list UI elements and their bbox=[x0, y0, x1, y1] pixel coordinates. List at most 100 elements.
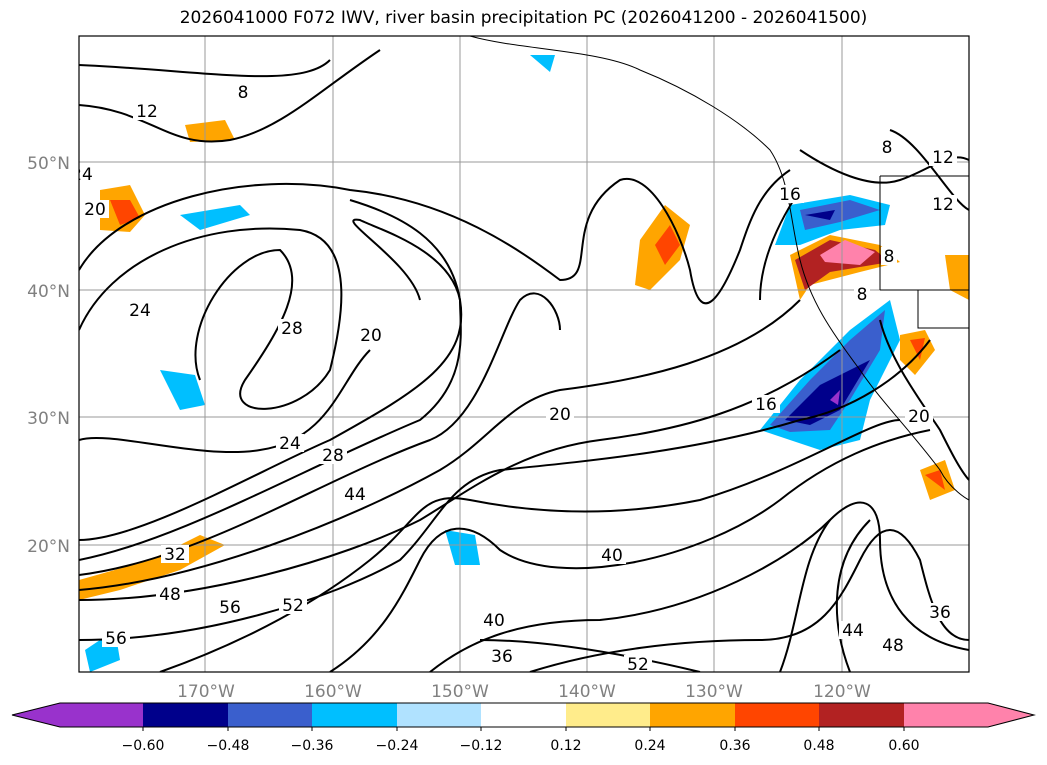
lon-axis: 170°W 160°W 150°W 140°W 130°W 120°W bbox=[177, 682, 871, 702]
colorbar-segment bbox=[566, 703, 650, 727]
colorbar-tick-label: 0.12 bbox=[550, 738, 581, 754]
contour-label-background bbox=[854, 285, 870, 303]
lat-label: 50°N bbox=[27, 154, 70, 174]
contour-label: 48 bbox=[882, 636, 904, 656]
colorbar-segment bbox=[481, 703, 566, 727]
contour-label-background bbox=[546, 405, 574, 423]
colorbar-tick-label: −0.36 bbox=[291, 738, 334, 754]
contour-label-background bbox=[156, 585, 184, 603]
contour-label: 8 bbox=[238, 83, 249, 103]
colorbar-segment bbox=[735, 703, 819, 727]
lon-label: 150°W bbox=[431, 682, 489, 702]
contour-label: 24 bbox=[279, 434, 301, 454]
colorbar-outline bbox=[11, 702, 1036, 728]
contour-label: 20 bbox=[84, 200, 106, 220]
contour-label: 24 bbox=[71, 165, 93, 185]
colorbar-tick-label: −0.60 bbox=[122, 738, 165, 754]
contour-label: 56 bbox=[219, 598, 241, 618]
lat-axis: 50°N 40°N 30°N 20°N bbox=[27, 154, 70, 557]
contour-label: 20 bbox=[360, 326, 382, 346]
colorbar-segment bbox=[819, 703, 904, 727]
colorbar-tick-label: −0.12 bbox=[460, 738, 503, 754]
contour-label: 12 bbox=[136, 102, 158, 122]
contour-label-background bbox=[776, 185, 804, 203]
contour-label: 12 bbox=[932, 195, 954, 215]
colorbar-segment bbox=[312, 703, 397, 727]
contour-label-background bbox=[879, 138, 895, 156]
lat-label: 40°N bbox=[27, 282, 70, 302]
contour-label: 52 bbox=[282, 596, 304, 616]
contour-label: 8 bbox=[857, 285, 868, 305]
contour-label: 44 bbox=[344, 485, 366, 505]
contour-label-background bbox=[133, 102, 161, 120]
contour-label-background bbox=[126, 301, 154, 319]
contour-label: 16 bbox=[755, 395, 777, 415]
contour-label: 16 bbox=[779, 185, 801, 205]
contour-label-background bbox=[319, 446, 347, 464]
contour-label: 36 bbox=[491, 647, 513, 667]
map-frame bbox=[78, 35, 970, 673]
contour-label: 24 bbox=[129, 301, 151, 321]
contour-label: 12 bbox=[932, 148, 954, 168]
contour-label: 52 bbox=[627, 655, 649, 675]
precip-shading bbox=[79, 55, 969, 672]
coastline bbox=[469, 36, 969, 501]
contour-label: 40 bbox=[601, 546, 623, 566]
colorbar-tick-label: −0.24 bbox=[376, 738, 419, 754]
colorbar-segment bbox=[650, 703, 735, 727]
lon-label: 140°W bbox=[558, 682, 616, 702]
contour-label-background bbox=[341, 485, 369, 503]
colorbar-tick-label: 0.36 bbox=[719, 738, 750, 754]
contour-label-background bbox=[216, 598, 244, 616]
lat-label: 20°N bbox=[27, 537, 70, 557]
map-title: 2026041000 F072 IWV, river basin precipi… bbox=[179, 8, 868, 28]
contour-label-background bbox=[480, 611, 508, 629]
contour-label-background bbox=[279, 596, 307, 614]
contour-label-background bbox=[929, 148, 957, 166]
contour-label: 44 bbox=[842, 621, 864, 641]
contour-label-background bbox=[752, 395, 780, 413]
colorbar-tick-label: 0.24 bbox=[634, 738, 665, 754]
contour-label: 20 bbox=[549, 405, 571, 425]
contour-label: 8 bbox=[884, 247, 895, 267]
contour-label-background bbox=[276, 434, 304, 452]
contour-label: 56 bbox=[105, 629, 127, 649]
colorbar-tick-label: 0.60 bbox=[888, 738, 919, 754]
colorbar-tick-label: 0.48 bbox=[803, 738, 834, 754]
colorbar-tick-label: −0.48 bbox=[207, 738, 250, 754]
contour-label-background bbox=[929, 195, 957, 213]
contour-label-background bbox=[488, 647, 516, 665]
lon-label: 160°W bbox=[304, 682, 362, 702]
colorbar: −0.60 −0.48 −0.36 −0.24 −0.12 0.12 0.24 0.36 0.4… bbox=[11, 702, 1036, 754]
contour-label: 40 bbox=[483, 611, 505, 631]
contour-label-background bbox=[81, 200, 109, 218]
contour-label-background bbox=[926, 603, 954, 621]
colorbar-segment bbox=[228, 703, 312, 727]
colorbar-segment bbox=[397, 703, 481, 727]
contour-label-background bbox=[879, 636, 907, 654]
colorbar-segment bbox=[12, 703, 143, 727]
contour-label: 28 bbox=[322, 446, 344, 466]
contour-label-background bbox=[881, 247, 897, 265]
contour-label-background bbox=[161, 545, 189, 563]
colorbar-segment bbox=[143, 703, 228, 727]
contour-label-background bbox=[624, 655, 652, 672]
iwv-contours bbox=[79, 49, 969, 672]
lon-label: 170°W bbox=[177, 682, 235, 702]
contour-label: 32 bbox=[164, 545, 186, 565]
lat-label: 30°N bbox=[27, 409, 70, 429]
contour-label-background bbox=[357, 326, 385, 344]
lon-label: 120°W bbox=[813, 682, 871, 702]
contour-label-background bbox=[235, 83, 251, 101]
contour-label: 28 bbox=[281, 319, 303, 339]
lon-label: 130°W bbox=[685, 682, 743, 702]
contour-label-background bbox=[278, 319, 306, 337]
contour-label-background bbox=[905, 407, 933, 425]
contour-label-background bbox=[598, 546, 626, 564]
contour-label: 8 bbox=[882, 138, 893, 158]
contour-label: 20 bbox=[908, 407, 930, 427]
contour-label: 36 bbox=[929, 603, 951, 623]
